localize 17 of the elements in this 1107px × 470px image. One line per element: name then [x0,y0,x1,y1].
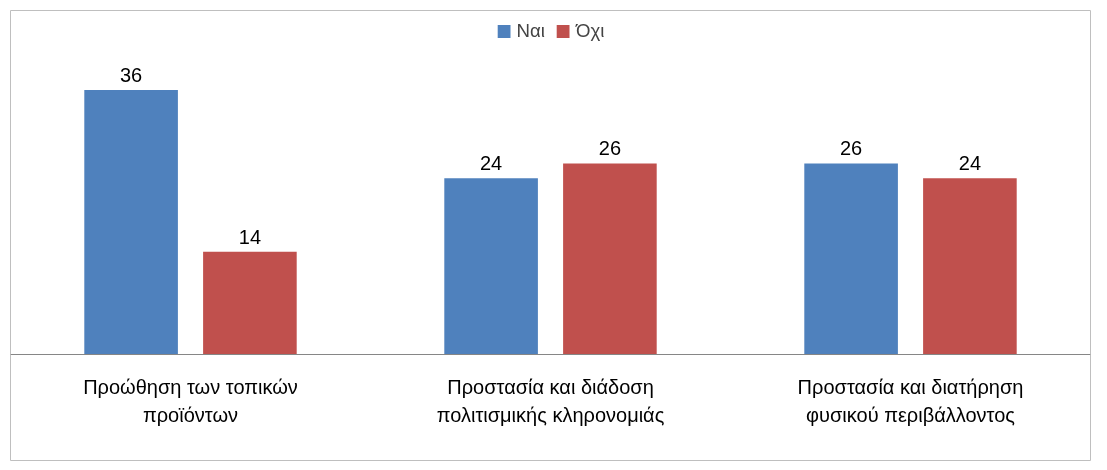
x-tick-label: Προστασία και διάδοση πολιτισμικής κληρονομιάς [436,375,665,427]
bar [203,251,297,355]
x-tick-label: Προστασία και διατήρηση φυσικού περιβάλλοντος [797,375,1024,427]
bar [444,178,538,355]
data-label: 36 [119,63,143,86]
bar [84,89,178,355]
data-label: 24 [958,152,982,175]
bar [563,163,657,355]
data-label: 24 [479,152,503,175]
data-label: 26 [839,137,863,160]
bar [923,178,1017,355]
data-label: 26 [598,137,622,160]
legend-label: Ναι [516,20,546,42]
legend-label: Όχι [576,20,605,42]
data-label: 14 [238,225,262,248]
x-tick-label: Προώθηση των τοπικών προϊόντων [83,375,298,427]
bar [804,163,898,355]
